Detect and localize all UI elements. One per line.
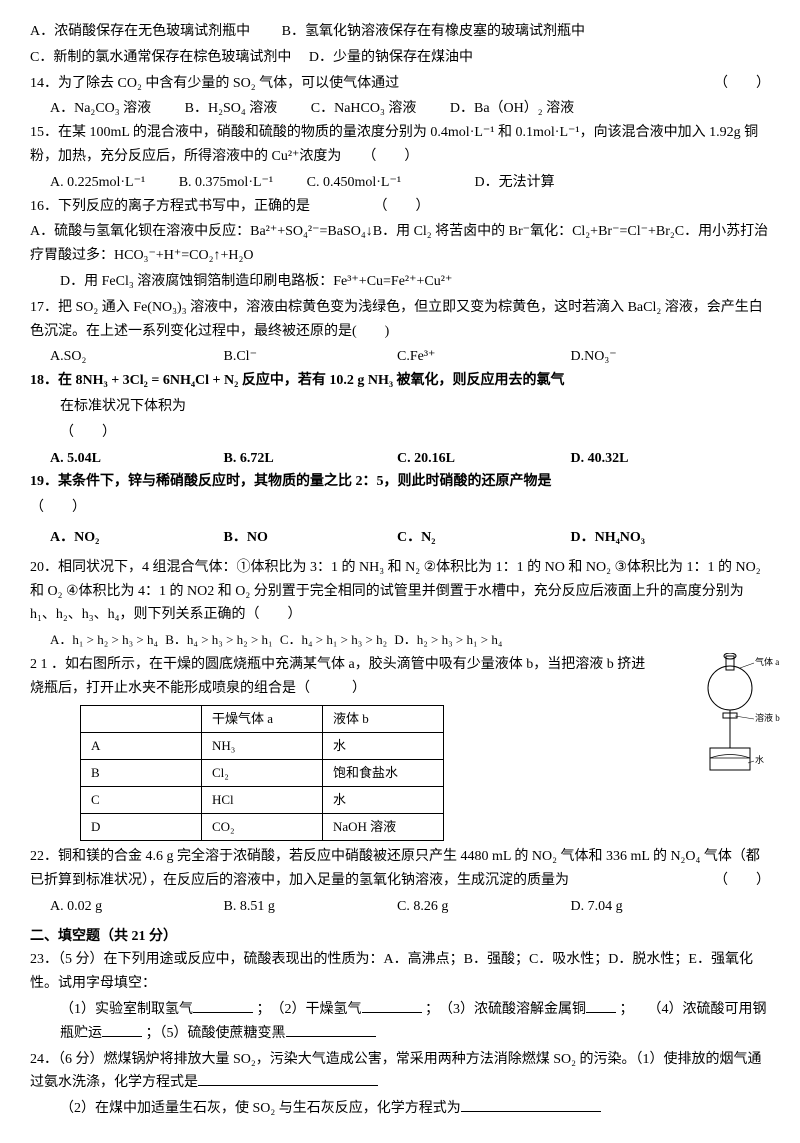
q14-optD: D．Ba（OH）₂ 溶液 xyxy=(450,97,574,121)
q16-stem-row: 16．下列反应的离子方程式书写中，正确的是 （ ） xyxy=(30,195,770,219)
q17-optC: C.Fe³⁺ xyxy=(397,345,537,369)
q15-optB: B. 0.375mol·L⁻¹ xyxy=(179,171,273,195)
label-gas-a: 气体 a xyxy=(755,656,779,667)
q13-options: A．浓硝酸保存在无色玻璃试剂瓶中 B．氢氧化钠溶液保存在有橡皮塞的玻璃试剂瓶中 xyxy=(30,20,770,44)
table-row: D CO₂ NaOH 溶液 xyxy=(81,814,444,841)
q17-optD: D.NO₃⁻ xyxy=(571,345,711,369)
q16-stem: 16．下列反应的离子方程式书写中，正确的是 xyxy=(30,199,310,214)
q21-block: 2 1 ．如右图所示，在干燥的圆底烧瓶中充满某气体 a，胶头滴管中吸有少量液体 … xyxy=(30,653,770,841)
q20-optA: A．h₁ > h₂ > h₃ > h₄ xyxy=(50,629,158,651)
q19-optC: C．N₂ xyxy=(397,526,537,550)
q20-optD: D．h₂ > h₃ > h₁ > h₄ xyxy=(394,629,502,651)
q15-optC: C. 0.450mol·L⁻¹ xyxy=(307,171,401,195)
label-liquid-b: 溶液 b xyxy=(755,712,780,723)
table-row: C HCl 水 xyxy=(81,787,444,814)
q16-lineD: D．用 FeCl₃ 溶液腐蚀铜箔制造印刷电路板：Fe³⁺+Cu=Fe²⁺+Cu²… xyxy=(60,270,770,294)
q14-options: A．Na₂CO₃ 溶液 B．H₂SO₄ 溶液 C．NaHCO₃ 溶液 D．Ba（… xyxy=(50,97,770,121)
blank-input[interactable] xyxy=(286,1036,376,1037)
q14-optA: A．Na₂CO₃ 溶液 xyxy=(50,97,151,121)
section-2-title: 二、填空题（共 21 分） xyxy=(30,925,770,949)
table-row: B Cl₂ 饱和食盐水 xyxy=(81,760,444,787)
q22-options: A. 0.02 g B. 8.51 g C. 8.26 g D. 7.04 g xyxy=(50,895,770,919)
q18-optB: B. 6.72L xyxy=(224,447,364,471)
q15-stem: 15．在某 100mL 的混合液中，硝酸和硫酸的物质的量浓度分别为 0.4mol… xyxy=(30,121,770,169)
q13-optB: B．氢氧化钠溶液保存在有橡皮塞的玻璃试剂瓶中 xyxy=(282,24,585,39)
q18-options: A. 5.04L B. 6.72L C. 20.16L D. 40.32L xyxy=(50,447,770,471)
blank-input[interactable] xyxy=(193,1012,253,1013)
q16-paren: （ ） xyxy=(374,199,430,214)
table-row: A NH₃ 水 xyxy=(81,732,444,759)
q15-options: A. 0.225mol·L⁻¹ B. 0.375mol·L⁻¹ C. 0.450… xyxy=(50,171,770,195)
label-water: 水 xyxy=(755,754,764,765)
q20-stem: 20．相同状况下，4 组混合气体：①体积比为 3：1 的 NH₃ 和 N₂ ②体… xyxy=(30,556,770,627)
q19-options: A．NO₂ B．NO C．N₂ D．NH₄NO₃ xyxy=(50,526,770,550)
q19-stem: 19．某条件下，锌与稀硝酸反应时，其物质的量之比 2：5，则此时硝酸的还原产物是 xyxy=(30,470,770,494)
q23-parts: （1）实验室制取氢气 ； （2）干燥氢气 ； （3）浓硫酸溶解金属铜 ； （4）… xyxy=(60,998,770,1046)
th-blank xyxy=(81,705,202,732)
q19-optA: A．NO₂ xyxy=(50,526,190,550)
q17-options: A.SO₂ B.Cl⁻ C.Fe³⁺ D.NO₃⁻ xyxy=(50,345,770,369)
q19-paren: （ ） xyxy=(30,496,770,520)
q24-p2: （2）在煤中加适量生石灰，使 SO₂ 与生石灰反应，化学方程式为 xyxy=(60,1097,770,1121)
th-gas: 干燥气体 a xyxy=(202,705,323,732)
q22-stem: 22．铜和镁的合金 4.6 g 完全溶于浓硝酸，若反应中硝酸被还原只产生 448… xyxy=(30,845,770,893)
q19-optD: D．NH₄NO₃ xyxy=(571,526,711,550)
q16-lineA: A．硫酸与氢氧化钡在溶液中反应：Ba²⁺+SO₄²⁻=BaSO₄↓B．用 Cl₂… xyxy=(30,220,770,268)
blank-input[interactable] xyxy=(198,1085,378,1086)
q19-optB: B．NO xyxy=(224,526,364,550)
q18-optC: C. 20.16L xyxy=(397,447,537,471)
q22-paren: （ ） xyxy=(714,869,770,893)
q14-optC: C．NaHCO₃ 溶液 xyxy=(311,97,417,121)
q18-stem: 18．在 8NH₃ + 3Cl₂ = 6NH₄Cl + N₂ 反应中，若有 10… xyxy=(30,369,770,393)
th-liquid: 液体 b xyxy=(323,705,444,732)
fountain-apparatus-icon: 气体 a 溶液 b 水 xyxy=(680,653,790,783)
q17-optB: B.Cl⁻ xyxy=(224,345,364,369)
q13-options2: C．新制的氯水通常保存在棕色玻璃试剂中 D．少量的钠保存在煤油中 xyxy=(30,46,770,70)
q14-paren: （ ） xyxy=(714,72,770,96)
q20-optB: B．h₄ > h₃ > h₂ > h₁ xyxy=(165,629,272,651)
q13-optD: D．少量的钠保存在煤油中 xyxy=(309,50,473,65)
q23-stem: 23．（5 分）在下列用途或反应中，硫酸表现出的性质为：A．高沸点；B．强酸；C… xyxy=(30,948,770,996)
q18-paren: （ ） xyxy=(60,421,770,445)
q22-optC: C. 8.26 g xyxy=(397,895,537,919)
q18-optD: D. 40.32L xyxy=(571,447,711,471)
q14-optB: B．H₂SO₄ 溶液 xyxy=(185,97,278,121)
q22-optD: D. 7.04 g xyxy=(571,895,711,919)
q17-optA: A.SO₂ xyxy=(50,345,190,369)
blank-input[interactable] xyxy=(102,1036,142,1037)
q14-stem-row: 14．为了除去 CO₂ 中含有少量的 SO₂ 气体，可以使气体通过 （ ） xyxy=(30,72,770,96)
q22-optB: B. 8.51 g xyxy=(224,895,364,919)
q21-stem: 2 1 ．如右图所示，在干燥的圆底烧瓶中充满某气体 a，胶头滴管中吸有少量液体 … xyxy=(30,653,770,701)
q15-optA: A. 0.225mol·L⁻¹ xyxy=(50,171,145,195)
q18-optA: A. 5.04L xyxy=(50,447,190,471)
q18-sub: 在标准状况下体积为 xyxy=(60,395,770,419)
q13-optC: C．新制的氯水通常保存在棕色玻璃试剂中 xyxy=(30,50,291,65)
q22-optA: A. 0.02 g xyxy=(50,895,190,919)
q14-stem: 14．为了除去 CO₂ 中含有少量的 SO₂ 气体，可以使气体通过 xyxy=(30,76,399,91)
blank-input[interactable] xyxy=(362,1012,422,1013)
q20-optC: C．h₄ > h₁ > h₃ > h₂ xyxy=(280,629,387,651)
q20-options: A．h₁ > h₂ > h₃ > h₄ B．h₄ > h₃ > h₂ > h₁ … xyxy=(50,629,770,651)
q15-optD: D．无法计算 xyxy=(475,171,555,195)
q13-optA: A．浓硝酸保存在无色玻璃试剂瓶中 xyxy=(30,24,250,39)
q21-table: 干燥气体 a 液体 b A NH₃ 水 B Cl₂ 饱和食盐水 C HCl 水 … xyxy=(80,705,444,841)
table-row: 干燥气体 a 液体 b xyxy=(81,705,444,732)
blank-input[interactable] xyxy=(461,1111,601,1112)
q17-stem: 17．把 SO₂ 通入 Fe(NO₃)₃ 溶液中，溶液由棕黄色变为浅绿色，但立即… xyxy=(30,296,770,344)
blank-input[interactable] xyxy=(586,1012,616,1013)
q24-stem: 24．（6 分）燃煤锅炉将排放大量 SO₂，污染大气造成公害，常采用两种方法消除… xyxy=(30,1048,770,1096)
